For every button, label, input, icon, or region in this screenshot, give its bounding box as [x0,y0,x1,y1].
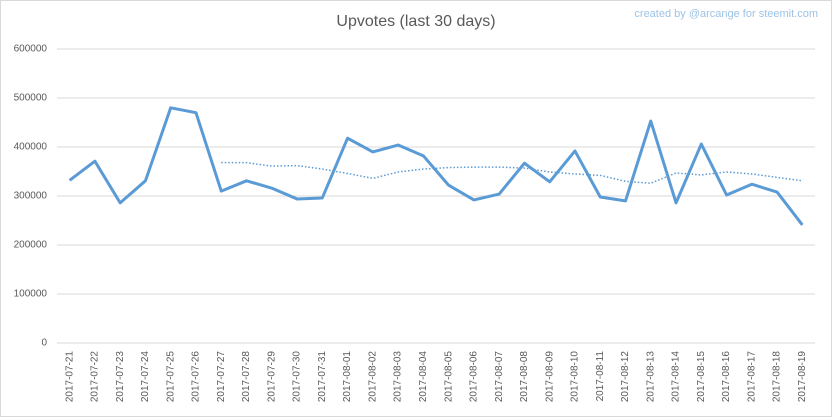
x-tick-label: 2017-08-02 [367,351,378,403]
x-tick-label: 2017-08-12 [620,351,631,403]
x-tick-label: 2017-08-15 [696,351,707,403]
chart-title: Upvotes (last 30 days) [336,13,495,30]
x-tick-label: 2017-08-18 [772,351,783,403]
x-tick-label: 2017-08-04 [418,351,429,403]
x-tick-label: 2017-08-13 [645,351,656,403]
x-tick-label: 2017-07-27 [216,351,227,403]
x-tick-label: 2017-07-29 [266,351,277,403]
x-tick-label: 2017-07-21 [64,351,75,403]
x-tick-label: 2017-07-28 [241,351,252,403]
x-tick-label: 2017-08-14 [671,351,682,403]
y-tick-label: 400000 [14,142,48,153]
x-tick-label: 2017-07-23 [115,351,126,403]
y-tick-label: 0 [41,338,47,349]
annotation: created by @arcange for steemit.com [634,8,818,20]
y-tick-label: 100000 [14,289,48,300]
x-tick-label: 2017-08-06 [469,351,480,403]
x-tick-label: 2017-08-08 [519,351,530,403]
y-tick-label: 300000 [14,191,48,202]
x-tick-label: 2017-08-09 [544,351,555,403]
data-line [68,106,804,226]
x-tick-label: 2017-08-07 [494,351,505,403]
x-tick-label: 2017-07-25 [165,351,176,403]
x-tick-label: 2017-08-03 [393,351,404,403]
x-tick-label: 2017-07-26 [191,351,202,403]
x-tick-label: 2017-08-11 [595,351,606,402]
y-tick-label: 200000 [14,240,48,251]
x-tick-label: 2017-07-22 [90,351,101,403]
y-tick-label: 600000 [14,44,48,55]
x-tick-label: 2017-07-30 [292,351,303,403]
x-tick-label: 2017-07-24 [140,351,151,403]
x-tick-label: 2017-08-01 [342,351,353,403]
x-tick-label: 2017-08-05 [443,351,454,403]
x-tick-label: 2017-07-31 [317,351,328,403]
x-tick-label: 2017-08-16 [721,351,732,403]
x-tick-label: 2017-08-10 [570,351,581,403]
y-tick-label: 500000 [14,93,48,104]
x-tick-label: 2017-08-17 [746,351,757,403]
x-tick-label: 2017-08-19 [797,351,808,403]
